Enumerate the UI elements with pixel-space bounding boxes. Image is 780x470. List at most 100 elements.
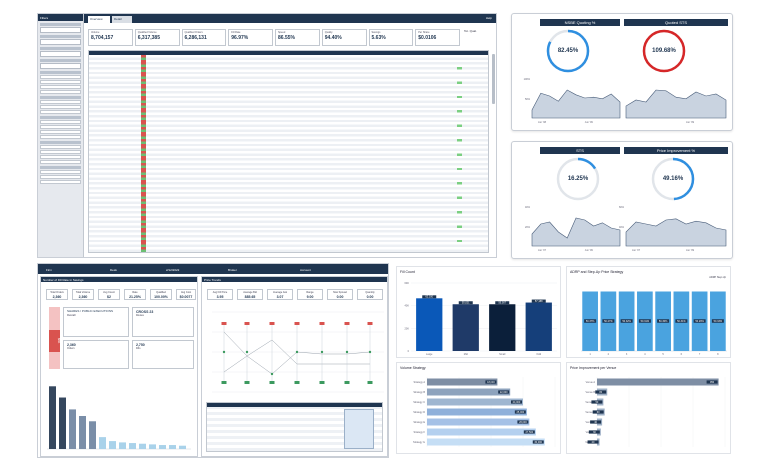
mini-kpi: Avg Cost $0.0077 (176, 289, 196, 300)
transactions-dashboard: Filters (37, 13, 497, 258)
price-table[interactable] (206, 402, 383, 452)
bar (489, 304, 516, 351)
filter-checkbox[interactable] (40, 145, 81, 149)
x-tick-label: Jun '08 (538, 121, 547, 124)
orders-table[interactable] (88, 50, 489, 253)
y-tick-label: 20K (405, 327, 410, 330)
filter-input[interactable] (40, 51, 81, 57)
filter-label[interactable]: Desk (110, 268, 117, 272)
panel-title: Number of Fill Rate in Savings (41, 277, 197, 282)
filter-checkbox[interactable] (40, 125, 81, 129)
filter-checkbox[interactable] (40, 175, 81, 179)
bar (597, 378, 719, 386)
data-label-bg (584, 319, 597, 323)
filter-label[interactable]: 2/12/2022 (166, 268, 180, 272)
filter-checkbox[interactable] (40, 105, 81, 109)
kpi-card: Fill Rate 96.97% (228, 29, 273, 46)
dashboard-tab-bar: Overview Detail Help (84, 14, 496, 23)
filter-checkbox[interactable] (40, 135, 81, 139)
kpi-card: Per Share $0.0106 (415, 29, 460, 46)
high-marker (319, 322, 325, 325)
filter-checkbox[interactable] (40, 90, 81, 94)
data-label: 26,000 (519, 421, 527, 424)
bar (427, 378, 498, 386)
x-tick-label: Jun '07 (538, 249, 547, 252)
summary-box: 2,750 Fills (132, 340, 194, 369)
x-tick-label: 5 (662, 353, 664, 356)
high-marker (221, 322, 227, 325)
filter-input[interactable] (40, 39, 81, 45)
data-label-bg (514, 410, 526, 414)
y-tick-label: 100% (524, 78, 531, 81)
filter-checkbox[interactable] (40, 120, 81, 124)
data-label: 20 (592, 441, 595, 444)
data-label: 22,000 (500, 391, 508, 394)
mini-kpi: Max Spread 0.00 (327, 289, 353, 300)
x-tick-label: 6 (681, 353, 683, 356)
data-label-bg (602, 319, 615, 323)
x-tick-label: Small (499, 353, 506, 356)
volume-bar-chart (47, 386, 191, 450)
data-label: 50.32% (622, 320, 631, 323)
filter-checkbox[interactable] (40, 85, 81, 89)
price-point (222, 350, 226, 354)
filter-checkbox[interactable] (40, 180, 81, 184)
data-label-bg (592, 410, 604, 414)
fill-rate-panel: Number of Fill Rate in Savings Total Ord… (40, 276, 198, 457)
tab-overview[interactable]: Overview (88, 16, 110, 23)
bar (99, 437, 106, 449)
bar (159, 445, 166, 449)
help-link[interactable]: Help (485, 16, 492, 20)
filter-input[interactable] (40, 63, 81, 69)
table-scrollbar[interactable] (492, 54, 495, 104)
bar (427, 418, 530, 426)
low-marker (367, 381, 373, 384)
low-marker (294, 381, 300, 384)
venue-improvement-chart: Price Improvement per Venue Venue A 950 Ve… (566, 362, 731, 454)
data-label: 50.27% (604, 320, 613, 323)
filter-label[interactable]: Firm (46, 268, 52, 272)
order-analysis-dashboard: Firm Desk 2/12/2022 Broker Account Numbe… (37, 263, 389, 458)
mini-kpi: Rate 21.25% (124, 289, 146, 300)
filter-checkbox[interactable] (40, 150, 81, 154)
mini-kpi: Avg Fill Price 3.95 (207, 289, 233, 300)
filter-label[interactable]: Broker (228, 268, 237, 272)
data-label: 50 (596, 401, 599, 404)
filter-checkbox[interactable] (40, 75, 81, 79)
filter-label[interactable]: Account (300, 268, 311, 272)
x-tick-label: Large (426, 353, 433, 356)
filter-checkbox[interactable] (40, 160, 81, 164)
filter-checkbox[interactable] (40, 130, 81, 134)
data-label-bg (517, 420, 529, 424)
data-label-bg (706, 380, 718, 384)
filter-checkbox[interactable] (40, 100, 81, 104)
bar (49, 386, 56, 449)
kpi-card: Speed 86.55% (275, 29, 320, 46)
filter-checkbox[interactable] (40, 110, 81, 114)
filter-input[interactable] (40, 27, 81, 33)
tab-detail[interactable]: Detail (112, 16, 132, 23)
y-tick-label: 0 (408, 350, 410, 353)
gauge-card-top-svg: 100% 50% Jun '08 Jun '09 Jun '09 (524, 29, 727, 124)
kpi-row: Volume 8,704,157 Qualified Volume 6,317,38… (88, 29, 460, 46)
data-label: 27,500 (525, 431, 533, 434)
y-tick-label: 40% (525, 206, 531, 209)
bar (427, 408, 527, 416)
chart-legend: ADRP Step-Up (709, 276, 726, 279)
filter-checkbox[interactable] (40, 170, 81, 174)
table-rows[interactable] (89, 55, 488, 252)
area-series (531, 217, 621, 247)
bar (79, 416, 86, 449)
data-label: 60 (597, 411, 600, 414)
y-tick-label: Strategy E (413, 421, 425, 424)
data-label: 62,100 (425, 296, 433, 299)
gauge-value: 109.68% (652, 48, 676, 54)
y-tick-label: 60% (619, 206, 625, 209)
filter-checkbox[interactable] (40, 155, 81, 159)
low-marker (269, 381, 275, 384)
y-tick-label: Strategy G (413, 441, 425, 444)
filter-checkbox[interactable] (40, 80, 81, 84)
table-header (89, 51, 488, 55)
high-marker (344, 322, 350, 325)
data-label-bg (498, 390, 510, 394)
